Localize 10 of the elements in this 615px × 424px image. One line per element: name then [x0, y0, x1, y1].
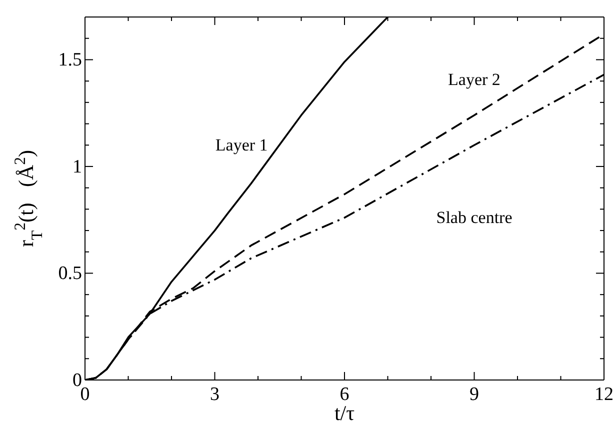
text: Slab centre [436, 208, 512, 228]
x-tick-label: 3 [210, 384, 220, 405]
series-label: Layer 2 [448, 70, 500, 90]
x-tick-label: 9 [470, 384, 479, 405]
y-tick-label: 0.5 [58, 263, 82, 284]
series-label: Layer 1 [215, 136, 268, 155]
x-tick-label: 12 [594, 384, 614, 405]
y-tick-label: 1.5 [58, 50, 82, 71]
y-tick-label: 1 [72, 156, 82, 178]
y-tick-label: 0 [72, 370, 82, 391]
